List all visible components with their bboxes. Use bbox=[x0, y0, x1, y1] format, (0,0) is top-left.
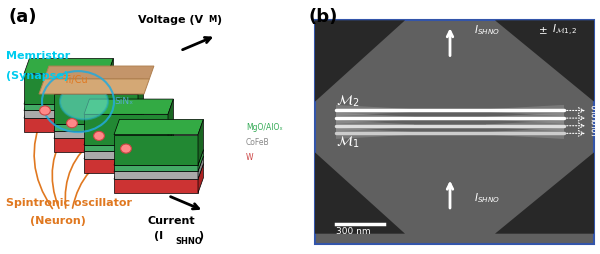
Polygon shape bbox=[24, 103, 113, 118]
Text: $I_{SHNO}$: $I_{SHNO}$ bbox=[474, 191, 500, 205]
Polygon shape bbox=[486, 113, 564, 124]
Polygon shape bbox=[114, 119, 203, 135]
Polygon shape bbox=[168, 130, 173, 151]
Polygon shape bbox=[198, 156, 203, 179]
Polygon shape bbox=[54, 131, 138, 138]
Circle shape bbox=[121, 144, 131, 153]
Polygon shape bbox=[138, 123, 143, 152]
Polygon shape bbox=[114, 135, 198, 165]
Text: $\mathcal{M}_1$: $\mathcal{M}_1$ bbox=[336, 135, 359, 150]
Polygon shape bbox=[315, 152, 405, 234]
Polygon shape bbox=[486, 128, 564, 139]
Polygon shape bbox=[84, 145, 168, 151]
Polygon shape bbox=[114, 165, 198, 171]
Polygon shape bbox=[54, 116, 143, 131]
Text: (b): (b) bbox=[309, 8, 338, 26]
FancyBboxPatch shape bbox=[315, 20, 594, 244]
Text: SHNO 3: SHNO 3 bbox=[591, 114, 600, 123]
Polygon shape bbox=[84, 144, 173, 159]
Text: ): ) bbox=[216, 15, 221, 25]
Polygon shape bbox=[114, 171, 198, 179]
Polygon shape bbox=[315, 20, 405, 102]
Polygon shape bbox=[336, 120, 414, 131]
Polygon shape bbox=[336, 105, 414, 116]
Polygon shape bbox=[84, 136, 173, 151]
Polygon shape bbox=[198, 164, 203, 193]
Polygon shape bbox=[54, 109, 143, 124]
Polygon shape bbox=[108, 58, 113, 104]
Polygon shape bbox=[44, 66, 154, 79]
Polygon shape bbox=[198, 119, 203, 165]
Text: (a): (a) bbox=[9, 8, 37, 26]
Text: ): ) bbox=[198, 231, 203, 241]
Polygon shape bbox=[336, 128, 414, 139]
Text: $I_{\mathcal{M}1, 2}$: $I_{\mathcal{M}1, 2}$ bbox=[552, 23, 578, 38]
Polygon shape bbox=[84, 114, 168, 145]
Polygon shape bbox=[336, 113, 414, 124]
Polygon shape bbox=[495, 152, 594, 234]
Text: SHNO 4: SHNO 4 bbox=[591, 106, 600, 115]
Polygon shape bbox=[198, 150, 203, 171]
Polygon shape bbox=[54, 124, 138, 131]
Polygon shape bbox=[24, 110, 108, 118]
Polygon shape bbox=[138, 109, 143, 131]
Circle shape bbox=[67, 119, 77, 128]
Text: W: W bbox=[246, 153, 253, 162]
Polygon shape bbox=[168, 144, 173, 173]
Polygon shape bbox=[114, 164, 203, 179]
Polygon shape bbox=[114, 156, 203, 171]
Polygon shape bbox=[24, 118, 108, 132]
Polygon shape bbox=[108, 89, 113, 110]
Polygon shape bbox=[495, 20, 594, 102]
Text: SHNO 2: SHNO 2 bbox=[591, 121, 600, 130]
Text: $I_{SHNO}$: $I_{SHNO}$ bbox=[474, 24, 500, 37]
Polygon shape bbox=[486, 120, 564, 131]
Text: M: M bbox=[209, 15, 217, 24]
Text: Current: Current bbox=[147, 216, 195, 226]
Polygon shape bbox=[168, 136, 173, 159]
Polygon shape bbox=[486, 105, 564, 116]
Polygon shape bbox=[54, 94, 138, 124]
Text: MgO/AlOₓ: MgO/AlOₓ bbox=[246, 122, 283, 132]
Polygon shape bbox=[114, 150, 203, 165]
Polygon shape bbox=[108, 103, 113, 132]
Text: Ti/Cu: Ti/Cu bbox=[62, 75, 88, 85]
Polygon shape bbox=[84, 151, 168, 159]
Polygon shape bbox=[168, 99, 173, 145]
Text: Spintronic oscillator: Spintronic oscillator bbox=[6, 198, 132, 208]
Ellipse shape bbox=[60, 84, 108, 119]
Polygon shape bbox=[54, 123, 143, 138]
Polygon shape bbox=[24, 89, 113, 104]
Text: 300 nm: 300 nm bbox=[336, 227, 371, 236]
Polygon shape bbox=[108, 95, 113, 118]
Polygon shape bbox=[24, 74, 108, 104]
Polygon shape bbox=[114, 179, 198, 193]
Polygon shape bbox=[54, 79, 143, 94]
Polygon shape bbox=[24, 104, 108, 110]
Text: SHNO: SHNO bbox=[176, 237, 202, 246]
Text: SiNₓ: SiNₓ bbox=[114, 97, 133, 106]
Polygon shape bbox=[138, 116, 143, 138]
Text: (I: (I bbox=[154, 231, 164, 241]
Polygon shape bbox=[84, 159, 168, 173]
Text: $\mathcal{M}_2$: $\mathcal{M}_2$ bbox=[336, 94, 359, 109]
Polygon shape bbox=[24, 95, 113, 110]
Text: $\pm$: $\pm$ bbox=[539, 25, 548, 36]
Text: Voltage (V: Voltage (V bbox=[139, 15, 203, 25]
Text: (Neuron): (Neuron) bbox=[30, 216, 86, 226]
Circle shape bbox=[94, 131, 104, 140]
Polygon shape bbox=[39, 79, 149, 94]
Polygon shape bbox=[138, 79, 143, 124]
Polygon shape bbox=[84, 99, 173, 114]
Polygon shape bbox=[54, 138, 138, 152]
Polygon shape bbox=[84, 130, 173, 145]
Text: CoFeB: CoFeB bbox=[246, 138, 269, 147]
Text: SHNO 1: SHNO 1 bbox=[591, 129, 600, 138]
Text: Memristor: Memristor bbox=[6, 51, 70, 61]
Circle shape bbox=[40, 106, 50, 115]
Text: (Synapse): (Synapse) bbox=[6, 71, 69, 81]
Polygon shape bbox=[24, 58, 113, 74]
